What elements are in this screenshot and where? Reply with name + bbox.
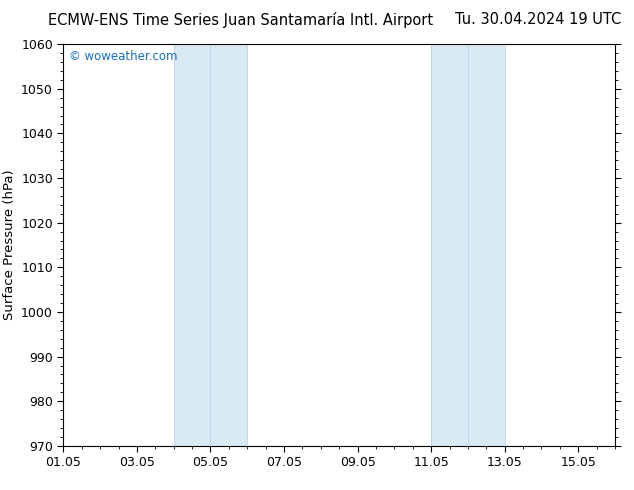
Bar	[174, 44, 247, 446]
Y-axis label: Surface Pressure (hPa): Surface Pressure (hPa)	[3, 170, 16, 320]
Bar	[431, 44, 505, 446]
Text: ECMW-ENS Time Series Juan Santamaría Intl. Airport: ECMW-ENS Time Series Juan Santamaría Int…	[48, 12, 434, 28]
Text: Tu. 30.04.2024 19 UTC: Tu. 30.04.2024 19 UTC	[455, 12, 621, 27]
Text: © woweather.com: © woweather.com	[69, 50, 178, 63]
